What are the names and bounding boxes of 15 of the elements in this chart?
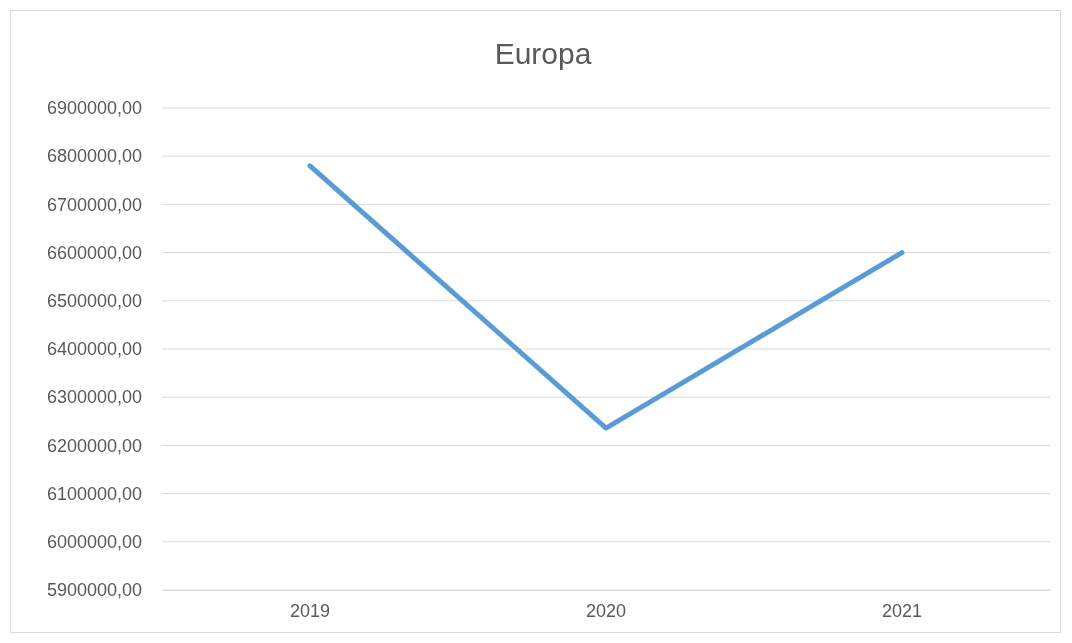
- y-tick-label: 6500000,00: [46, 291, 142, 312]
- y-tick-label: 6000000,00: [46, 532, 142, 553]
- x-tick-label: 2021: [881, 600, 923, 621]
- y-tick-label: 5900000,00: [46, 580, 142, 601]
- y-tick-label: 6800000,00: [46, 146, 142, 167]
- y-tick-label: 6100000,00: [46, 483, 142, 504]
- y-tick-label: 6400000,00: [46, 339, 142, 360]
- x-tick-label: 2019: [289, 600, 331, 621]
- y-tick-label: 6200000,00: [46, 435, 142, 456]
- y-tick-label: 6300000,00: [46, 387, 142, 408]
- chart-title: Europa: [494, 37, 592, 70]
- y-tick-label: 6900000,00: [46, 98, 142, 119]
- x-tick-label: 2020: [585, 600, 627, 621]
- y-tick-label: 6600000,00: [46, 242, 142, 263]
- y-tick-label: 6700000,00: [46, 194, 142, 215]
